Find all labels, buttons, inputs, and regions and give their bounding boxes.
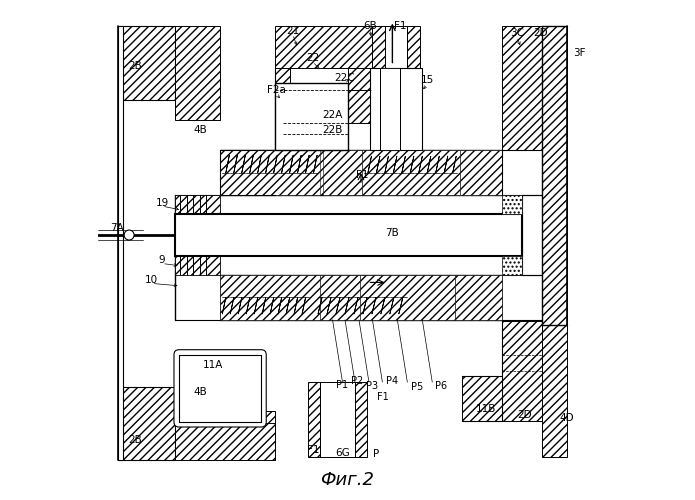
- Text: 2B: 2B: [129, 436, 142, 446]
- Text: P1: P1: [336, 380, 349, 390]
- Bar: [360, 275, 455, 320]
- Bar: [502, 195, 522, 214]
- Bar: [175, 410, 275, 461]
- Text: 2B: 2B: [129, 60, 142, 70]
- Bar: [320, 382, 355, 457]
- Bar: [348, 68, 385, 90]
- Text: 9: 9: [158, 255, 165, 265]
- Bar: [175, 256, 220, 275]
- Text: P4: P4: [386, 376, 398, 386]
- Text: 7A: 7A: [111, 222, 124, 232]
- Bar: [275, 26, 373, 68]
- Bar: [542, 325, 567, 457]
- Bar: [542, 26, 567, 325]
- Text: 19: 19: [156, 198, 169, 207]
- Text: F2a: F2a: [268, 86, 286, 96]
- Bar: [175, 214, 522, 256]
- Text: 21: 21: [286, 26, 300, 36]
- Bar: [175, 423, 275, 461]
- Bar: [502, 26, 542, 150]
- Bar: [175, 195, 220, 214]
- Text: P2: P2: [351, 376, 363, 386]
- Bar: [275, 83, 348, 150]
- Bar: [308, 382, 368, 457]
- Text: 3C: 3C: [510, 28, 524, 38]
- Text: 15: 15: [420, 76, 434, 86]
- Text: 4D: 4D: [559, 413, 574, 423]
- Bar: [395, 68, 423, 150]
- Text: 4B: 4B: [193, 126, 207, 136]
- Bar: [220, 150, 320, 195]
- Text: F1: F1: [377, 392, 389, 402]
- Text: F1: F1: [393, 20, 406, 30]
- Bar: [275, 68, 290, 123]
- Text: 22A: 22A: [322, 110, 343, 120]
- Bar: [175, 26, 220, 120]
- Bar: [118, 26, 123, 460]
- Bar: [380, 68, 400, 150]
- Text: F1: F1: [307, 446, 320, 456]
- Text: P3: P3: [366, 380, 379, 390]
- Bar: [175, 366, 220, 460]
- Text: 3F: 3F: [573, 48, 586, 58]
- Bar: [320, 275, 360, 320]
- Bar: [459, 150, 502, 195]
- Text: 2D: 2D: [534, 28, 548, 38]
- Text: 22C: 22C: [335, 73, 355, 83]
- Text: 6G: 6G: [335, 448, 350, 458]
- Bar: [455, 275, 502, 320]
- Text: P: P: [373, 450, 379, 460]
- Bar: [322, 150, 363, 195]
- Bar: [220, 275, 502, 320]
- Bar: [220, 150, 502, 195]
- Text: 2D: 2D: [518, 410, 532, 420]
- Text: 22: 22: [306, 53, 319, 63]
- Text: P5: P5: [411, 382, 423, 392]
- Bar: [385, 26, 407, 68]
- Text: 11A: 11A: [203, 360, 223, 370]
- Text: 7B: 7B: [386, 228, 399, 237]
- Text: Фиг.2: Фиг.2: [320, 472, 375, 490]
- Bar: [118, 386, 175, 460]
- Text: 4B: 4B: [193, 387, 207, 397]
- Text: 10: 10: [145, 275, 158, 285]
- Text: F1: F1: [357, 170, 369, 180]
- Text: 22B: 22B: [322, 126, 343, 136]
- Text: 11B: 11B: [476, 404, 496, 413]
- Bar: [373, 26, 420, 68]
- Bar: [348, 68, 373, 123]
- Text: P6: P6: [435, 380, 448, 390]
- Bar: [370, 68, 423, 150]
- Bar: [118, 26, 175, 101]
- Circle shape: [124, 230, 134, 240]
- Bar: [502, 321, 542, 420]
- Bar: [502, 256, 522, 275]
- Bar: [370, 68, 395, 150]
- Bar: [462, 376, 502, 420]
- Bar: [363, 150, 459, 195]
- FancyBboxPatch shape: [174, 350, 266, 427]
- Bar: [220, 275, 320, 320]
- Text: 6B: 6B: [363, 20, 377, 30]
